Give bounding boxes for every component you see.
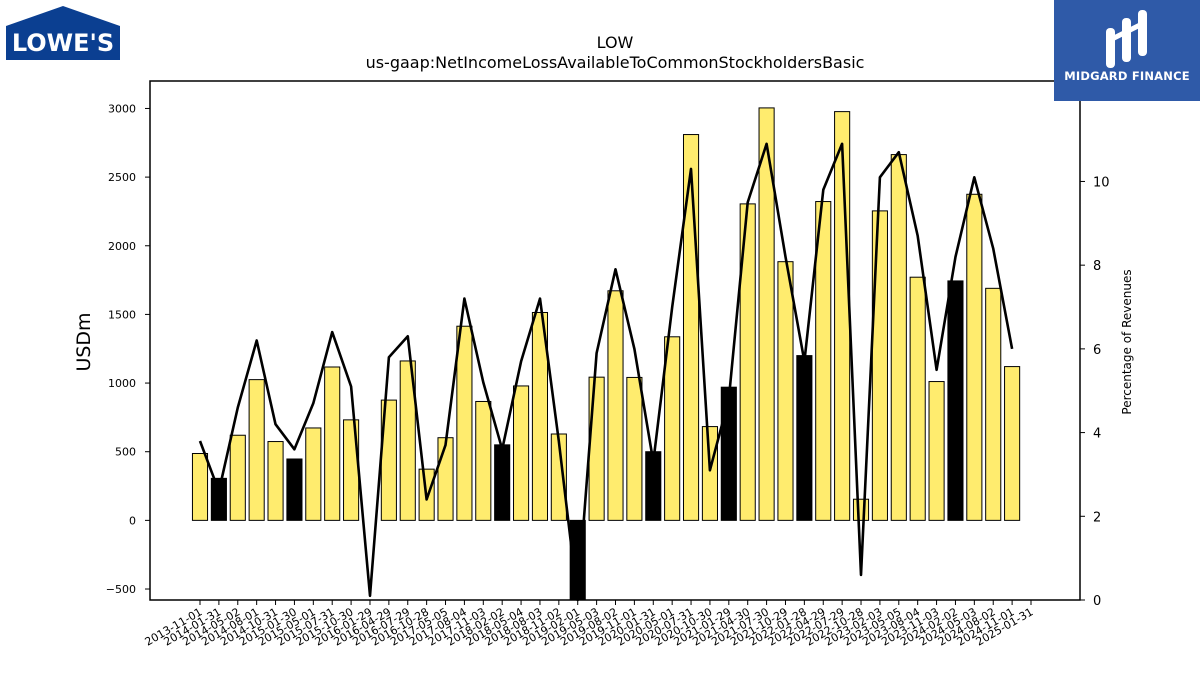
- bar: [928, 381, 945, 521]
- bar: [985, 287, 1002, 521]
- plot-frame: [149, 80, 1081, 601]
- bar: [513, 385, 530, 521]
- midgard-mark-icon: [1106, 10, 1147, 68]
- lowes-logo: LOWE'S: [6, 6, 120, 60]
- midgard-logo-text: MIDGARD FINANCE: [1064, 69, 1190, 83]
- midgard-finance-logo: MIDGARD FINANCE: [1054, 0, 1200, 101]
- y2-tick-label: 8: [1093, 259, 1101, 274]
- y-tick-label: 2000: [108, 240, 136, 253]
- y2-tick-label: 0: [1093, 594, 1101, 609]
- bar: [324, 366, 341, 521]
- bar: [947, 280, 964, 521]
- y-axis-right: 0 2 4 6 8 10: [1080, 175, 1110, 609]
- bar: [626, 376, 643, 521]
- bar: [796, 355, 813, 521]
- bar: [248, 379, 265, 521]
- bar: [966, 193, 983, 521]
- bar: [267, 441, 284, 521]
- bar: [305, 427, 322, 521]
- bar: [588, 376, 605, 521]
- y-axis-label-right: Percentage of Revenues: [1120, 269, 1134, 415]
- x-axis: 2013-11-012014-01-312014-05-022014-08-01…: [143, 600, 1036, 649]
- y-tick-label: 500: [115, 446, 136, 459]
- bar: [1004, 366, 1021, 521]
- y2-tick-label: 2: [1093, 510, 1101, 525]
- bar: [720, 386, 737, 521]
- chart-title: LOW: [596, 33, 634, 52]
- bar: [437, 437, 454, 521]
- bar: [456, 325, 473, 521]
- y-tick-label: 1000: [108, 377, 136, 390]
- y2-tick-label: 6: [1093, 343, 1101, 358]
- bar: [758, 107, 775, 521]
- bar: [210, 477, 227, 521]
- bar: [682, 134, 700, 521]
- bars-layer: [191, 107, 1021, 601]
- lowes-logo-text: LOWE'S: [12, 29, 114, 57]
- bar: [777, 261, 794, 521]
- y-axis-label-left: USDm: [73, 312, 95, 372]
- y-axis-left: −500 0 500 1000 1500 2000 2500 3000: [106, 102, 150, 596]
- bar: [701, 426, 718, 521]
- bar: [852, 498, 870, 521]
- bar: [871, 210, 888, 521]
- bar: [531, 311, 549, 521]
- bar: [607, 290, 624, 521]
- y-tick-label: 3000: [108, 102, 136, 115]
- y-tick-label: 1500: [108, 308, 136, 321]
- bar: [229, 434, 246, 521]
- bar: [664, 336, 681, 521]
- bar: [286, 458, 303, 521]
- bar: [494, 444, 511, 521]
- bar: [475, 400, 492, 521]
- y2-tick-label: 4: [1093, 427, 1101, 442]
- y-tick-label: −500: [106, 583, 136, 596]
- y2-tick-label: 10: [1093, 175, 1110, 190]
- bar: [909, 276, 926, 521]
- bar: [399, 360, 416, 521]
- y-tick-label: 2500: [108, 171, 136, 184]
- chart-subtitle: us-gaap:NetIncomeLossAvailableToCommonSt…: [365, 53, 865, 72]
- bar: [890, 154, 907, 521]
- y-tick-label: 0: [129, 514, 136, 527]
- bar: [191, 452, 209, 521]
- percentage-line: [198, 142, 1014, 602]
